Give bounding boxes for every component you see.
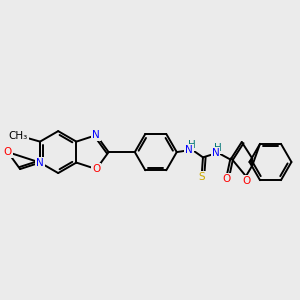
Text: N: N: [185, 145, 193, 155]
Text: O: O: [92, 164, 100, 174]
Text: N: N: [36, 158, 44, 168]
Text: H: H: [188, 140, 195, 150]
Text: O: O: [222, 174, 230, 184]
Text: S: S: [199, 172, 205, 182]
Text: N: N: [92, 130, 100, 140]
Text: O: O: [4, 147, 12, 157]
Text: CH₃: CH₃: [8, 131, 28, 141]
Text: O: O: [243, 176, 251, 187]
Text: H: H: [214, 143, 221, 153]
Text: N: N: [212, 148, 219, 158]
